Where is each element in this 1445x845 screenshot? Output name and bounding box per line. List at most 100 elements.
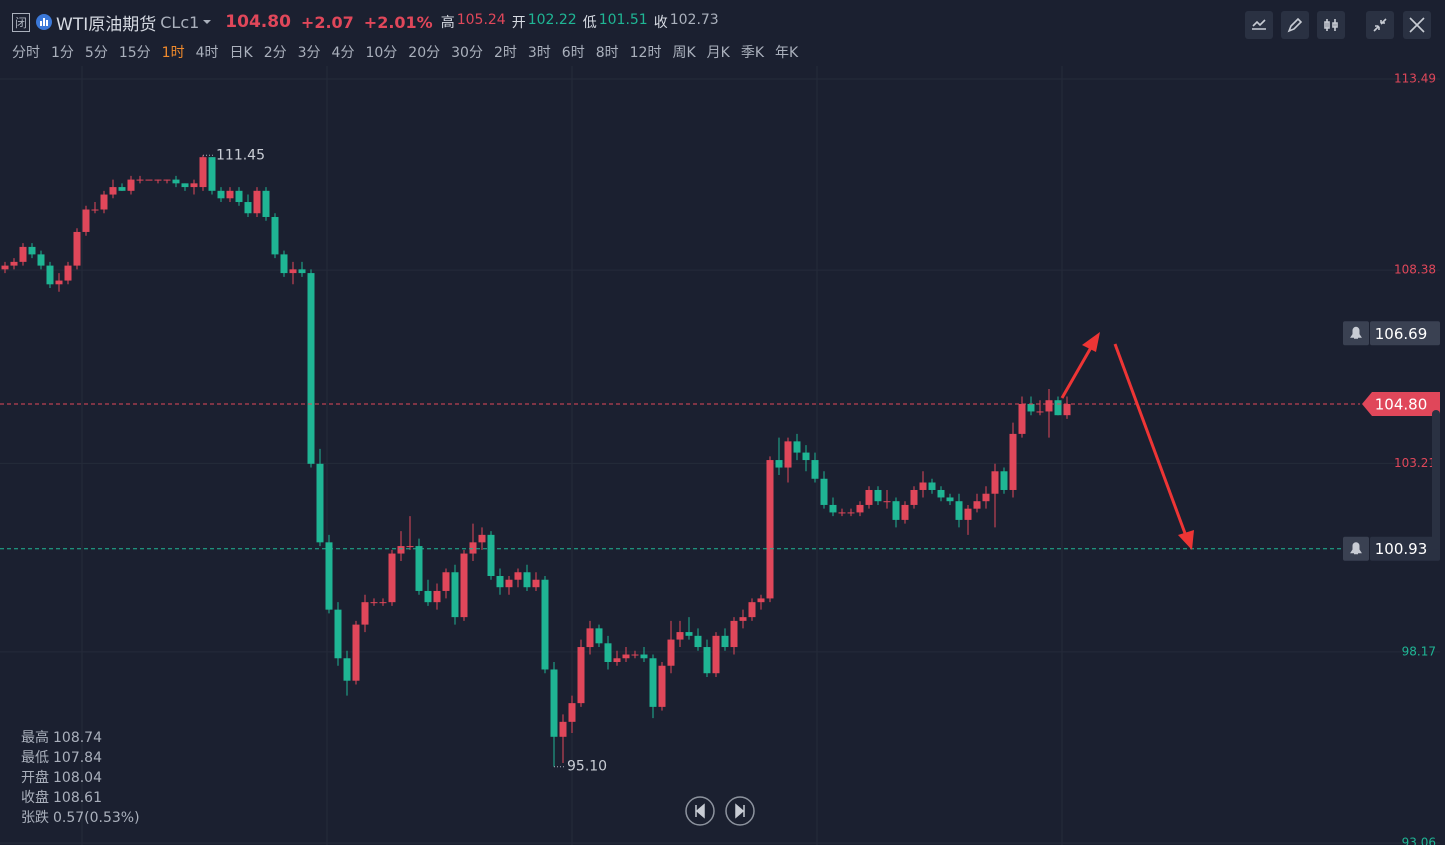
candle-body: [649, 658, 657, 707]
nav-icon: [695, 803, 705, 819]
candle-body: [550, 669, 558, 737]
timeframe[interactable]: 4时: [195, 45, 219, 61]
badge[interactable]: 闭: [12, 12, 31, 32]
candle-body: [586, 628, 594, 648]
y-tick-label: 93.06: [1402, 836, 1436, 845]
toolbar-button[interactable]: [1366, 11, 1394, 39]
candle-body: [55, 280, 63, 285]
candle-body: [190, 183, 198, 188]
price-tag-label: 106.69: [1375, 325, 1428, 343]
candle-body: [640, 654, 648, 659]
code[interactable]: CLc1: [160, 12, 200, 32]
timeframe[interactable]: 季K: [740, 45, 765, 61]
scrollbar: [1432, 410, 1440, 550]
candle-body: [883, 501, 891, 503]
timeframe[interactable]: 周K: [672, 45, 696, 61]
icon: [1324, 19, 1338, 31]
candle-body: [307, 273, 315, 464]
candle-body: [631, 654, 639, 656]
stat-value: 105.24: [456, 12, 506, 28]
y-tick-label: 113.49: [1394, 72, 1436, 86]
candle-body: [730, 620, 738, 648]
timeframe[interactable]: 8时: [595, 45, 619, 61]
candle-body: [721, 635, 729, 648]
candle-body: [451, 572, 459, 618]
timeframe[interactable]: 4分: [331, 45, 355, 61]
candle-body: [667, 639, 675, 666]
timeframe[interactable]: 3分: [297, 45, 321, 61]
candle-body: [766, 460, 774, 599]
candle-body: [658, 665, 666, 707]
candle-body: [964, 508, 972, 520]
candle-body: [325, 542, 333, 610]
stat-value: 101.51: [598, 12, 648, 28]
timeframe[interactable]: 月K: [706, 45, 730, 61]
candle-body: [289, 269, 297, 274]
candle-body: [28, 246, 36, 255]
price-tag-label: 104.80: [1375, 395, 1428, 413]
candle-body: [1063, 403, 1071, 416]
timeframe[interactable]: 10分: [365, 45, 398, 61]
toolbar-button[interactable]: [1403, 11, 1431, 39]
candle-body: [1018, 403, 1026, 434]
timeframe[interactable]: 15分: [118, 45, 151, 61]
candle-body: [955, 501, 963, 520]
candle-body: [568, 703, 576, 722]
candle-body: [829, 504, 837, 513]
candle-body: [217, 190, 225, 199]
info-label: 收盘: [21, 790, 49, 806]
stat-label: 高: [440, 15, 455, 31]
header: 闭 WTI原油期货 CLc1 104.80 +2.07 +2.01% 高 105.…: [12, 10, 731, 35]
candle-body: [100, 194, 108, 210]
timeframe[interactable]: 20分: [408, 45, 441, 61]
info-value: 108.61: [53, 790, 102, 806]
toolbar-button[interactable]: [1281, 11, 1309, 39]
candle-body: [46, 265, 54, 285]
candle-body: [820, 478, 828, 505]
candle-body: [433, 590, 441, 603]
candle-body: [784, 441, 792, 468]
timeframe[interactable]: 30分: [451, 45, 483, 61]
stat-label: 收: [653, 15, 668, 31]
candle-body: [748, 602, 756, 618]
timeframe[interactable]: 2分: [263, 45, 287, 61]
stats: 高 105.24 开 102.22 低 101.51 收 102.73: [441, 12, 725, 32]
candle-body: [172, 179, 180, 184]
candle-body: [523, 572, 531, 588]
candle-body: [406, 546, 414, 548]
timeframe[interactable]: 分时: [12, 45, 40, 61]
candle-body: [91, 209, 99, 211]
candle-body: [811, 460, 819, 479]
candle-body: [847, 512, 855, 514]
candle-body: [136, 179, 144, 181]
timeframe[interactable]: 2时: [493, 45, 517, 61]
nav-button[interactable]: [685, 796, 715, 826]
candle-body: [127, 179, 135, 191]
timeframe[interactable]: 3时: [527, 45, 551, 61]
timeframe[interactable]: 5分: [84, 45, 108, 61]
nav-button[interactable]: [725, 796, 755, 826]
change: +2.07: [300, 12, 354, 32]
candle-body: [946, 497, 954, 502]
stat-label: 低: [582, 15, 597, 31]
info-row: 最高 108.74: [21, 728, 140, 748]
dropdown[interactable]: [201, 17, 213, 27]
toolbar-button[interactable]: [1317, 11, 1345, 39]
timeframe[interactable]: 12时: [629, 45, 662, 61]
timeframe[interactable]: 6时: [561, 45, 585, 61]
toolbar-button[interactable]: [1245, 11, 1273, 39]
candle-body: [901, 504, 909, 520]
timeframe[interactable]: 年K: [775, 45, 799, 61]
timeframe[interactable]: 日K: [229, 45, 253, 61]
candle-body: [919, 482, 927, 490]
candle-body: [622, 654, 630, 659]
change-pct: +2.01%: [363, 12, 433, 32]
timeframe[interactable]: 1分: [51, 45, 74, 61]
stat-value: 102.73: [669, 12, 719, 28]
candle-body: [865, 489, 873, 505]
candle-body: [928, 482, 936, 490]
candle-body: [82, 209, 90, 232]
candle-body: [595, 628, 603, 644]
candle-body: [145, 179, 153, 181]
timeframe[interactable]: 1时: [161, 45, 185, 61]
